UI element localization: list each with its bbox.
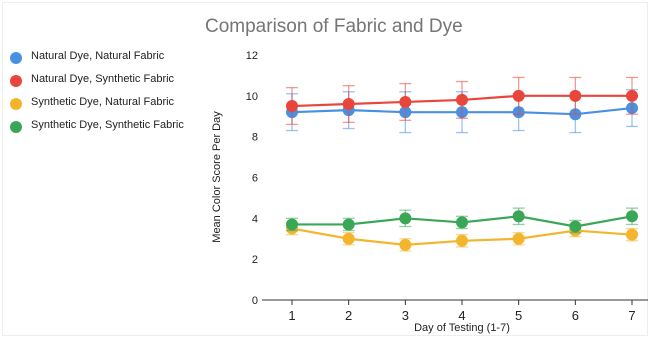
legend-item: Natural Dye, Synthetic Fabric xyxy=(10,73,210,87)
y-axis-label: Mean Color Score Per Day xyxy=(211,111,223,243)
legend-label: Natural Dye, Synthetic Fabric xyxy=(31,73,175,85)
x-tick-label: 3 xyxy=(402,308,409,323)
y-tick-label: 8 xyxy=(252,132,258,144)
legend-label: Synthetic Dye, Natural Fabric xyxy=(31,96,175,108)
series-group xyxy=(286,76,638,126)
x-axis-label: Day of Testing (1-7) xyxy=(414,322,510,334)
x-tick-label: 2 xyxy=(345,308,352,323)
legend-item: Synthetic Dye, Natural Fabric xyxy=(10,96,210,110)
y-tick-label: 10 xyxy=(246,91,258,103)
y-tick-label: 6 xyxy=(252,173,258,185)
data-point xyxy=(626,210,638,223)
legend: Natural Dye, Natural Fabric Natural Dye,… xyxy=(10,50,210,142)
data-point xyxy=(342,218,355,231)
data-point xyxy=(626,228,638,241)
legend-item: Natural Dye, Natural Fabric xyxy=(10,50,210,64)
legend-label: Natural Dye, Natural Fabric xyxy=(31,50,165,62)
legend-swatch xyxy=(10,75,22,87)
legend-swatch xyxy=(10,121,22,133)
y-tick-label: 0 xyxy=(252,295,258,307)
data-point xyxy=(342,98,355,110)
data-point xyxy=(569,220,582,233)
data-point xyxy=(399,95,412,108)
y-tick-label: 4 xyxy=(252,213,258,225)
x-tick-label: 5 xyxy=(515,308,522,323)
data-point xyxy=(512,232,525,245)
data-point xyxy=(512,89,525,102)
data-point xyxy=(456,93,468,106)
x-tick-label: 1 xyxy=(288,308,295,323)
data-point xyxy=(456,234,468,247)
data-point xyxy=(626,89,638,102)
data-point xyxy=(342,232,355,245)
chart-title: Comparison of Fabric and Dye xyxy=(205,16,463,37)
data-point xyxy=(286,100,298,113)
legend-label: Synthetic Dye, Synthetic Fabric xyxy=(31,119,184,131)
data-point xyxy=(399,212,412,225)
x-tick-label: 4 xyxy=(458,308,465,323)
legend-item: Synthetic Dye, Synthetic Fabric xyxy=(10,119,210,133)
data-point xyxy=(569,89,582,102)
legend-swatch xyxy=(10,52,22,64)
series-group xyxy=(286,207,638,234)
data-point xyxy=(286,218,298,231)
data-point xyxy=(399,238,412,251)
data-point xyxy=(456,216,468,229)
x-tick-label: 7 xyxy=(628,308,635,323)
chart-frame xyxy=(2,2,648,336)
y-tick-label: 2 xyxy=(252,254,258,266)
y-tick-label: 12 xyxy=(246,50,258,62)
legend-swatch xyxy=(10,98,22,110)
data-point xyxy=(512,210,525,223)
x-tick-label: 6 xyxy=(572,308,579,323)
